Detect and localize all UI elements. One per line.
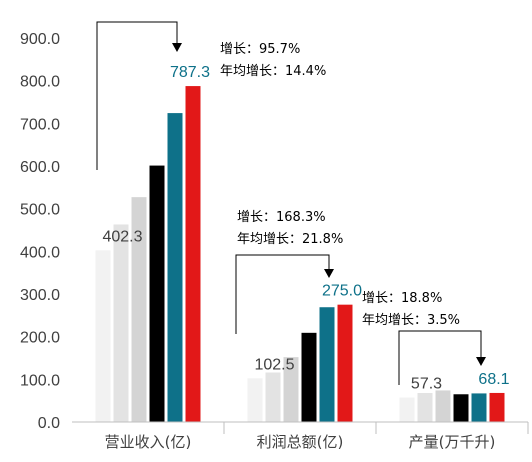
data-label-first: 57.3 xyxy=(411,376,442,393)
bar xyxy=(265,372,281,422)
y-tick-label: 400.0 xyxy=(20,244,60,261)
bar xyxy=(149,165,165,422)
data-label-last: 275.0 xyxy=(322,283,362,300)
bar xyxy=(113,224,129,422)
cagr-label: 年均增长：3.5% xyxy=(362,313,460,328)
bar xyxy=(399,397,415,422)
bar xyxy=(247,378,263,422)
bar xyxy=(471,393,487,422)
bar xyxy=(435,390,451,422)
y-axis: 0.0 100.0 200.0 300.0 400.0 500.0 600.0 700.0 80… xyxy=(20,31,60,432)
y-tick-label: 200.0 xyxy=(20,330,60,347)
growth-annotations: 增长：95.7% 年均增长：14.4% 增长：168.3% 年均增长：21.8% 增长：… xyxy=(96,21,486,385)
y-tick-label: 100.0 xyxy=(20,372,60,389)
y-tick-label: 700.0 xyxy=(20,116,60,133)
growth-label: 增长：95.7% xyxy=(220,42,300,57)
data-label-last: 68.1 xyxy=(478,371,509,388)
bars xyxy=(95,86,505,423)
bar xyxy=(453,394,469,422)
arrow-head xyxy=(172,43,182,52)
bar xyxy=(337,304,353,422)
x-tick-label: 营业收入(亿) xyxy=(105,433,192,451)
bar xyxy=(185,86,201,423)
growth-bracket xyxy=(235,254,330,334)
arrow-head xyxy=(476,357,486,366)
y-tick-label: 0.0 xyxy=(38,415,60,432)
bar xyxy=(489,392,505,422)
y-tick-label: 900.0 xyxy=(20,31,60,48)
y-tick-label: 800.0 xyxy=(20,74,60,91)
x-tick-label: 利润总额(亿) xyxy=(257,433,344,451)
y-tick-label: 300.0 xyxy=(20,287,60,304)
bar xyxy=(319,307,335,422)
x-tick-label: 产量(万千升) xyxy=(409,433,496,451)
y-tick-label: 600.0 xyxy=(20,159,60,176)
growth-bracket xyxy=(96,21,178,170)
data-label-first: 102.5 xyxy=(254,356,294,373)
cagr-label: 年均增长：21.8% xyxy=(237,232,343,247)
x-axis: 营业收入(亿) 利润总额(亿) 产量(万千升) xyxy=(72,421,529,451)
bar xyxy=(167,113,183,423)
data-labels: 402.3 787.3 102.5 275.0 57.3 68.1 xyxy=(102,64,509,392)
data-label-last: 787.3 xyxy=(170,64,210,81)
growth-bracket xyxy=(398,330,482,385)
growth-label: 增长：168.3% xyxy=(237,210,326,225)
bar xyxy=(417,392,433,422)
cagr-label: 年均增长：14.4% xyxy=(220,64,326,79)
bar xyxy=(283,357,299,422)
bar xyxy=(95,250,111,422)
growth-label: 增长：18.8% xyxy=(362,291,442,306)
data-label-first: 402.3 xyxy=(102,228,142,245)
y-tick-label: 500.0 xyxy=(20,202,60,219)
arrow-head xyxy=(324,269,334,278)
bar xyxy=(301,332,317,422)
bar xyxy=(131,197,147,422)
